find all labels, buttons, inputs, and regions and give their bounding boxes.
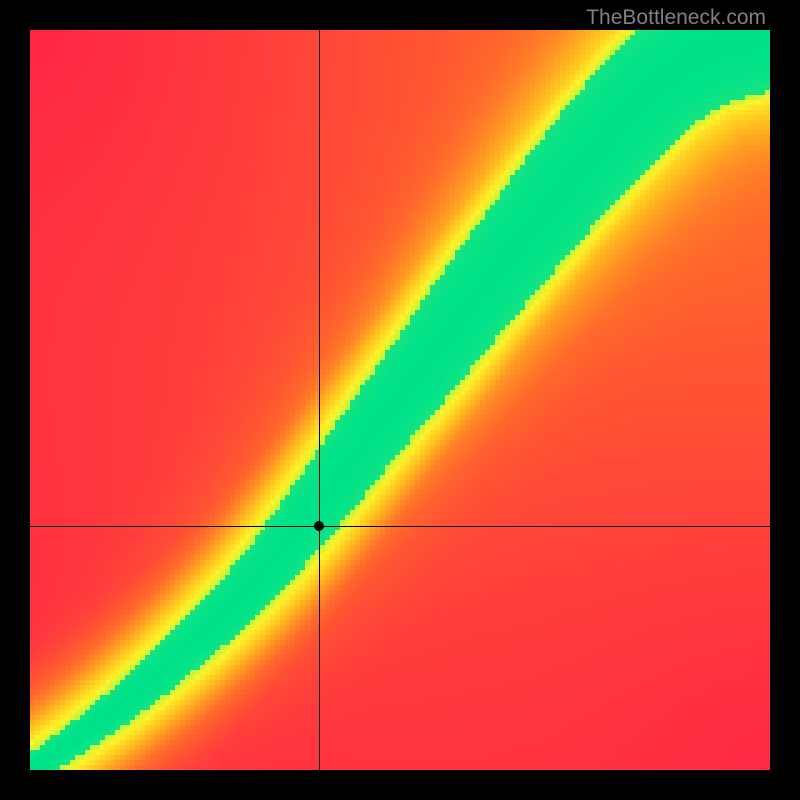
marker-dot <box>314 521 324 531</box>
heatmap-canvas <box>30 30 770 770</box>
crosshair-horizontal <box>30 526 770 527</box>
heatmap-container: TheBottleneck.com <box>0 0 800 800</box>
plot-area <box>30 30 770 770</box>
crosshair-vertical <box>319 30 320 770</box>
watermark-text: TheBottleneck.com <box>586 6 766 30</box>
